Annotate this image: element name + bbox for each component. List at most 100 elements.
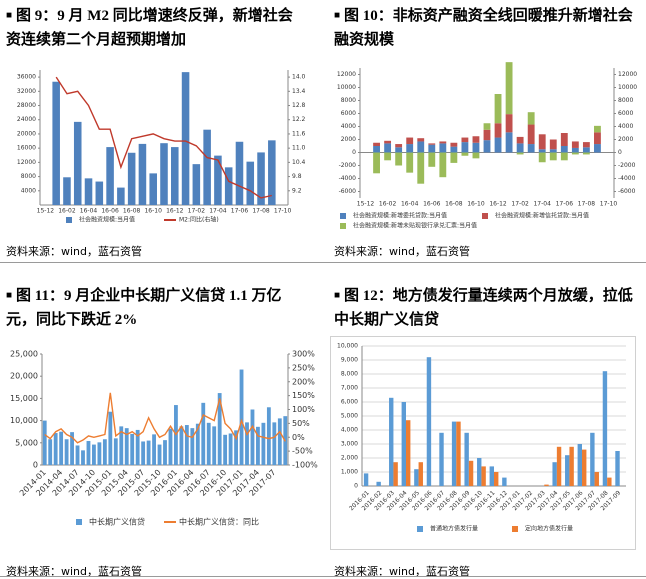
x-tick-label: 17-10 xyxy=(600,201,618,208)
bar xyxy=(277,418,282,465)
bar xyxy=(257,152,265,205)
y-tick-label: 4000 xyxy=(618,123,633,130)
bar xyxy=(138,143,147,205)
legend-label: 定向地方债发行量 xyxy=(525,525,573,533)
bar xyxy=(395,152,403,166)
bar xyxy=(52,81,60,205)
source-note: 资料来源：wind，蓝石资管 xyxy=(334,245,471,258)
bar xyxy=(181,72,190,205)
y-tick-label: -4000 xyxy=(339,175,357,182)
legend-label: 中长期广义信贷 xyxy=(89,517,145,527)
y-tick-label: 5,000 xyxy=(341,413,358,420)
y-tick-label: 9.8 xyxy=(292,173,302,180)
bar xyxy=(250,409,255,465)
y-tick-label: 6,000 xyxy=(341,399,358,406)
figure-title: 图 10：非标资产融资全线回暖推升新增社会融资规模 xyxy=(334,4,634,52)
y-tick-label: 16000 xyxy=(17,145,36,152)
bar xyxy=(582,142,590,148)
bar xyxy=(261,422,266,465)
bar xyxy=(234,430,238,465)
bar xyxy=(549,139,557,150)
chart: 0 5,000 10,000 15,000 20,000 25,000 -100% -50% 0… xyxy=(10,350,318,527)
bar xyxy=(494,472,499,486)
bar xyxy=(406,420,411,486)
bar xyxy=(494,94,502,124)
x-tick-label: 16-02 xyxy=(379,201,397,208)
bar xyxy=(406,152,414,173)
bar xyxy=(184,425,189,465)
x-tick-label: 16-10 xyxy=(144,208,162,215)
bar xyxy=(472,136,480,143)
legend-swatch xyxy=(76,519,82,525)
y-tick-label: -2000 xyxy=(618,162,636,169)
bar xyxy=(560,146,568,153)
bar xyxy=(417,152,425,184)
y-tick-label: 25,000 xyxy=(10,350,38,359)
bar xyxy=(607,477,612,486)
bar xyxy=(472,142,480,153)
bar xyxy=(179,426,184,465)
bar xyxy=(418,462,423,486)
bar xyxy=(477,458,482,486)
bar xyxy=(450,146,458,153)
y-tick-label: 150% xyxy=(292,391,315,400)
bar xyxy=(414,469,419,486)
x-tick-label: 16-10 xyxy=(467,201,485,208)
x-tick-label: 15-12 xyxy=(37,208,55,215)
bar xyxy=(212,426,217,465)
y-tick-label: 0 xyxy=(618,149,622,156)
bar xyxy=(195,423,200,465)
y-tick-label: 12.2 xyxy=(292,116,306,123)
bar xyxy=(393,462,398,486)
y-tick-label: 6000 xyxy=(618,110,633,117)
bar xyxy=(538,149,546,153)
y-tick-label: 36000 xyxy=(17,74,36,81)
bar xyxy=(594,144,601,153)
x-tick-label: 16-12 xyxy=(489,201,507,208)
y-tick-label: 2000 xyxy=(618,136,633,143)
bar xyxy=(516,152,524,155)
bar xyxy=(594,472,599,486)
bar xyxy=(461,142,469,153)
y-tick-label: 12000 xyxy=(618,71,637,78)
bar xyxy=(556,446,562,486)
bar xyxy=(505,62,513,115)
bar xyxy=(108,411,113,465)
bar xyxy=(516,136,524,144)
line xyxy=(44,392,286,444)
x-tick-label: 17-06 xyxy=(556,201,574,208)
bar xyxy=(163,440,167,465)
bar xyxy=(373,142,380,146)
legend-label: 中长期广义信贷：同比 xyxy=(179,517,259,527)
bar xyxy=(95,181,104,205)
bar xyxy=(426,357,432,486)
bar xyxy=(86,441,91,465)
bar xyxy=(92,444,96,465)
legend-swatch xyxy=(340,223,346,229)
x-tick-label: 17-02 xyxy=(188,208,206,215)
x-tick-label: 16-06 xyxy=(423,201,441,208)
chart-border xyxy=(330,336,636,550)
bar xyxy=(168,428,173,465)
bar xyxy=(549,152,557,161)
bar xyxy=(373,146,380,153)
bar xyxy=(42,420,47,465)
bar xyxy=(594,125,601,133)
y-tick-label: 100% xyxy=(292,405,315,414)
bar xyxy=(224,167,233,205)
y-tick-label: 15,000 xyxy=(10,394,38,403)
y-tick-label: 0 xyxy=(354,483,358,490)
bar xyxy=(582,449,587,486)
y-tick-label: 3,000 xyxy=(341,441,358,448)
bar xyxy=(75,445,80,465)
bar xyxy=(571,141,579,148)
bar xyxy=(223,434,228,465)
bar xyxy=(538,134,546,150)
bar xyxy=(376,481,381,486)
y-tick-label: 250% xyxy=(292,363,315,372)
bar xyxy=(171,147,179,205)
bar xyxy=(53,433,58,465)
y-tick-label: 9,000 xyxy=(341,357,358,364)
x-tick-label: 15-12 xyxy=(357,201,375,208)
bar xyxy=(384,140,392,144)
